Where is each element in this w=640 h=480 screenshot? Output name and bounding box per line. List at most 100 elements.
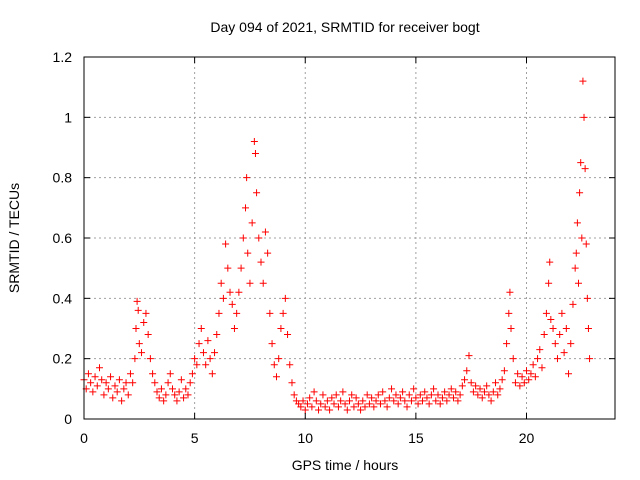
data-point [553, 355, 561, 363]
data-point [153, 388, 161, 396]
data-point [297, 403, 305, 411]
data-point [242, 204, 250, 212]
data-point [542, 309, 550, 317]
grid [84, 57, 615, 419]
data-point [361, 403, 369, 411]
data-point [160, 397, 168, 405]
data-point [233, 309, 241, 317]
data-point [228, 300, 236, 308]
data-point [401, 397, 409, 405]
data-point [321, 403, 329, 411]
data-point [138, 349, 146, 357]
data-point [157, 385, 165, 393]
data-point [454, 397, 462, 405]
data-point [284, 331, 292, 339]
data-point [224, 264, 232, 272]
data-point [208, 370, 216, 378]
data-point [341, 400, 349, 408]
data-point [506, 288, 514, 296]
data-point [135, 340, 143, 348]
data-point [556, 331, 564, 339]
data-point [383, 403, 391, 411]
data-point [357, 406, 365, 414]
data-point [180, 394, 188, 402]
data-point [421, 388, 429, 396]
data-point [131, 355, 139, 363]
data-point [211, 349, 219, 357]
data-point [104, 385, 112, 393]
data-point [520, 379, 528, 387]
data-point [571, 264, 579, 272]
data-point [84, 370, 92, 378]
data-point [511, 379, 519, 387]
data-point [95, 364, 103, 372]
data-point [518, 373, 526, 381]
data-point [527, 370, 535, 378]
data-point [509, 355, 517, 363]
data-point [516, 382, 524, 390]
data-point [352, 394, 360, 402]
data-point [328, 394, 336, 402]
data-point [483, 382, 491, 390]
data-point [430, 385, 438, 393]
data-point [558, 309, 566, 317]
data-point [441, 388, 449, 396]
data-point [514, 370, 522, 378]
data-point [334, 403, 342, 411]
data-point [580, 113, 588, 121]
data-point [476, 385, 484, 393]
data-point [226, 288, 234, 296]
data-point [98, 376, 106, 384]
data-point [182, 385, 190, 393]
data-point [474, 391, 482, 399]
data-point [573, 219, 581, 227]
data-point [264, 249, 272, 257]
data-point [310, 388, 318, 396]
data-point [279, 309, 287, 317]
data-point [525, 376, 533, 384]
data-point [191, 355, 199, 363]
data-point [363, 391, 371, 399]
data-point [107, 373, 115, 381]
data-point [144, 331, 152, 339]
data-point [546, 258, 554, 266]
data-point [217, 279, 225, 287]
data-point [531, 373, 539, 381]
data-point [560, 349, 568, 357]
data-point [414, 400, 422, 408]
data-point [456, 391, 464, 399]
data-point [319, 391, 327, 399]
data-points [80, 77, 594, 414]
data-point [213, 331, 221, 339]
data-point [162, 391, 170, 399]
data-point [498, 376, 506, 384]
data-point [577, 159, 585, 167]
data-point [396, 394, 404, 402]
data-point [419, 397, 427, 405]
data-point [299, 397, 307, 405]
data-point [155, 394, 163, 402]
data-point [586, 355, 594, 363]
data-point [467, 379, 475, 387]
data-point [385, 394, 393, 402]
data-point [538, 364, 546, 372]
axis-ticks: 0 0.2 0.4 0.6 0.8 1 1.2 0 5 10 15 20 [53, 49, 615, 446]
data-point [443, 397, 451, 405]
data-point [93, 382, 101, 390]
data-point [268, 340, 276, 348]
data-point [427, 391, 435, 399]
data-point [540, 331, 548, 339]
data-point [149, 370, 157, 378]
data-point [146, 355, 154, 363]
data-point [235, 288, 243, 296]
data-point [480, 388, 488, 396]
data-point [478, 394, 486, 402]
x-tick-label: 5 [191, 430, 199, 446]
data-point [257, 258, 265, 266]
data-point [193, 361, 201, 369]
data-point [202, 361, 210, 369]
data-point [124, 391, 132, 399]
data-point [545, 279, 553, 287]
data-point [487, 397, 495, 405]
